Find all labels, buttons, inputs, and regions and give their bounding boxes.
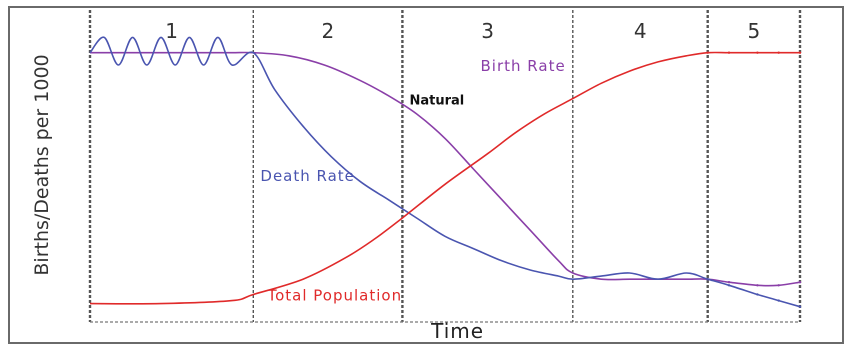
point-total-population-21	[798, 51, 802, 54]
annotation-death-rate: Death Rate	[260, 167, 355, 185]
stage-label-4: 4	[634, 19, 647, 43]
point-birth-rate-23	[727, 281, 731, 284]
point-total-population-19	[756, 51, 759, 54]
point-total-population-17	[706, 51, 709, 54]
x-axis-label: Time	[430, 319, 484, 342]
point-death-rate-32	[798, 305, 802, 308]
annotation-birth-rate: Birth Rate	[481, 57, 566, 75]
point-birth-rate-26	[798, 281, 802, 284]
stage-label-2: 2	[321, 19, 334, 43]
stage-label-1: 1	[165, 19, 178, 43]
annotation-natural: Natural	[410, 94, 465, 109]
point-total-population-18	[727, 51, 731, 54]
point-total-population-20	[777, 51, 780, 54]
point-death-rate-30	[756, 293, 759, 296]
point-death-rate-28	[706, 277, 709, 281]
demographic-transition-chart: 1 2 3 4 5 Birth Rate Natural Death Rate Total P…	[31, 10, 802, 342]
stage-label-3: 3	[481, 19, 494, 43]
point-birth-rate-25	[777, 284, 780, 287]
point-birth-rate-24	[756, 284, 759, 287]
series-line-total-population	[89, 51, 800, 305]
point-death-rate-31	[777, 299, 780, 302]
y-axis-label: Births/Deaths per 1000	[31, 54, 53, 275]
stage-label-5: 5	[747, 19, 760, 43]
chart-frame: 1 2 3 4 5 Birth Rate Natural Death Rate Total P…	[8, 6, 844, 344]
point-death-rate-29	[727, 284, 731, 287]
annotation-total-population: Total Population	[267, 287, 403, 305]
series-line-birth-rate	[90, 51, 801, 287]
series-line-death-rate	[89, 36, 801, 308]
